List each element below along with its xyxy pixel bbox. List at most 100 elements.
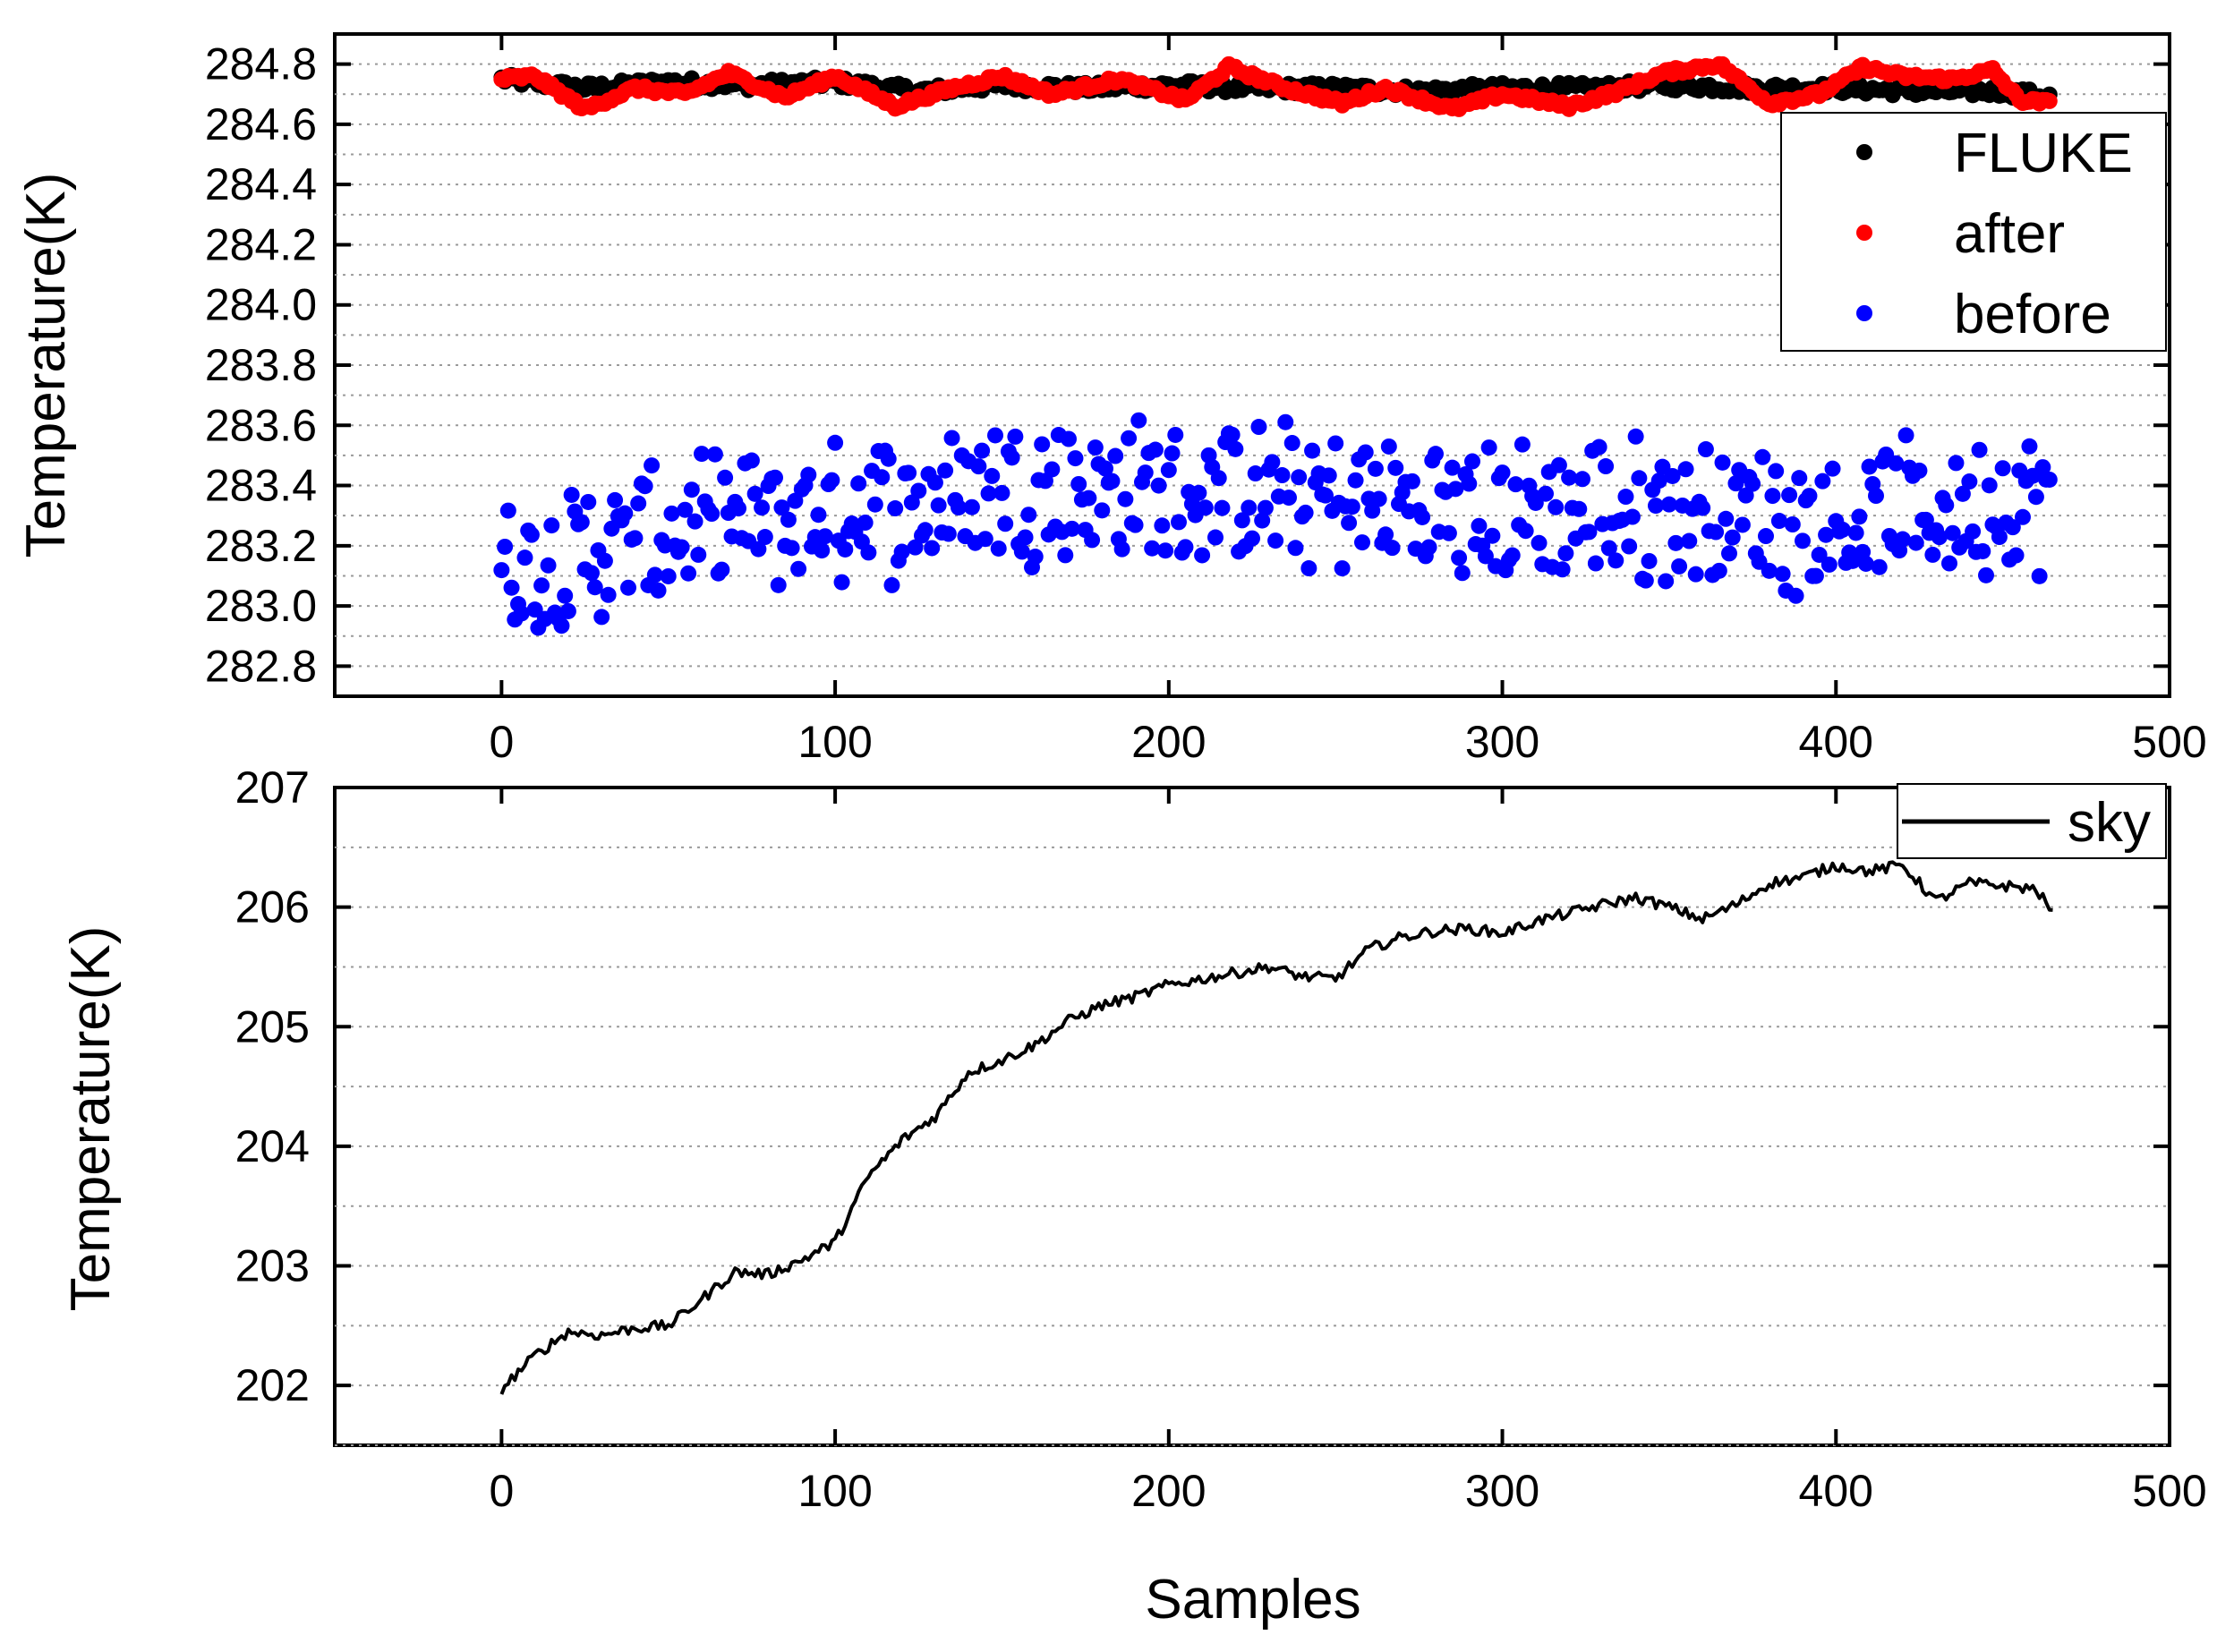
- top-x-tick-label: 400: [1799, 717, 1873, 767]
- before-point: [680, 565, 697, 582]
- series-after: [493, 55, 2058, 117]
- before-point: [1461, 475, 1478, 492]
- top-y-tick-label: 284.8: [205, 39, 317, 89]
- before-point: [1027, 549, 1044, 566]
- before-point: [926, 474, 943, 491]
- before-point: [1341, 515, 1358, 532]
- top-y-axis-title: Temperature(K): [15, 173, 77, 558]
- top-x-tick-label: 0: [489, 717, 514, 767]
- before-point: [1484, 527, 1501, 544]
- before-point: [1550, 456, 1567, 473]
- legend-marker-fluke: [1856, 144, 1872, 160]
- before-point: [1420, 539, 1437, 556]
- before-point: [1057, 547, 1074, 564]
- before-point: [703, 506, 721, 523]
- before-point: [1598, 458, 1615, 475]
- before-point: [1931, 529, 1948, 546]
- before-point: [1981, 477, 1998, 494]
- legend-label-after: after: [1954, 203, 2065, 265]
- before-point: [866, 496, 883, 513]
- before-point: [1617, 489, 1634, 506]
- before-point: [1070, 475, 1087, 492]
- before-point: [980, 485, 997, 502]
- before-point: [617, 505, 634, 522]
- before-point: [1241, 499, 1258, 516]
- before-point: [1744, 475, 1761, 492]
- before-point: [1428, 446, 1444, 463]
- before-point: [1991, 529, 2008, 546]
- before-point: [557, 587, 574, 604]
- before-point: [1660, 496, 1677, 513]
- bottom-plot-frame: [333, 786, 2171, 1447]
- top-panel: 282.8 283.0 283.2 283.4 283.6 283.8 284.0 284.2…: [15, 32, 2207, 767]
- before-point: [1380, 438, 1397, 455]
- before-point: [993, 484, 1010, 501]
- before-point: [1347, 472, 1364, 489]
- before-point: [563, 486, 580, 503]
- before-point: [1650, 473, 1667, 490]
- before-point: [937, 462, 954, 479]
- before-point: [1868, 487, 1884, 504]
- before-point: [1164, 445, 1181, 462]
- before-point: [1317, 487, 1334, 504]
- before-point: [497, 538, 514, 555]
- before-point: [1724, 529, 1741, 546]
- before-point: [523, 526, 540, 543]
- before-point: [1781, 487, 1798, 504]
- top-y-tick-label: 283.2: [205, 521, 317, 571]
- bottom-grid: [335, 846, 2170, 1446]
- before-point: [1250, 419, 1267, 436]
- before-point: [636, 478, 653, 495]
- before-point: [677, 501, 694, 518]
- before-point: [2041, 471, 2058, 488]
- before-point: [1061, 430, 1077, 447]
- before-point: [1403, 473, 1420, 490]
- bottom-x-tick-label: 0: [489, 1466, 514, 1516]
- before-point: [1113, 541, 1130, 558]
- before-point: [1770, 513, 1787, 530]
- before-point: [717, 469, 734, 486]
- before-point: [1548, 498, 1565, 515]
- before-point: [1227, 440, 1244, 457]
- before-point: [1811, 546, 1828, 563]
- before-point: [1938, 497, 1955, 514]
- top-y-tick-label: 284.6: [205, 99, 317, 149]
- before-point: [1664, 467, 1681, 484]
- before-point: [1130, 412, 1147, 429]
- before-point: [743, 452, 760, 469]
- before-point: [1003, 449, 1020, 466]
- before-point: [1387, 459, 1404, 476]
- before-point: [1795, 532, 1811, 549]
- before-point: [1137, 464, 1154, 481]
- before-point: [1941, 555, 1957, 572]
- before-point: [1624, 508, 1641, 525]
- before-point: [1257, 499, 1274, 516]
- before-point: [1020, 507, 1037, 524]
- before-point: [1084, 532, 1101, 549]
- before-point: [1784, 515, 1801, 532]
- before-point: [1357, 444, 1374, 461]
- before-point: [1734, 516, 1751, 533]
- before-point: [1304, 442, 1321, 459]
- before-point: [860, 544, 877, 561]
- bottom-y-tick-label: 207: [235, 762, 310, 813]
- bottom-y-tick-label: 205: [235, 1001, 310, 1052]
- before-point: [970, 458, 987, 475]
- legend-marker-before: [1856, 305, 1872, 321]
- before-point: [2034, 459, 2051, 476]
- before-point: [1561, 469, 1578, 486]
- before-point: [1513, 436, 1531, 453]
- before-point: [683, 481, 700, 498]
- top-x-tick-label: 500: [2132, 717, 2206, 767]
- before-point: [1087, 439, 1104, 456]
- before-point: [1384, 540, 1401, 557]
- before-point: [1631, 470, 1648, 487]
- before-point: [660, 567, 677, 584]
- before-point: [1320, 467, 1337, 484]
- before-point: [543, 517, 560, 534]
- bottom-y-tick-label: 204: [235, 1121, 310, 1171]
- top-y-tick-label: 284.2: [205, 219, 317, 269]
- before-point: [1210, 470, 1227, 487]
- before-point: [1471, 517, 1488, 534]
- top-ticks: 282.8 283.0 283.2 283.4 283.6 283.8 284.0 284.2…: [205, 34, 2207, 767]
